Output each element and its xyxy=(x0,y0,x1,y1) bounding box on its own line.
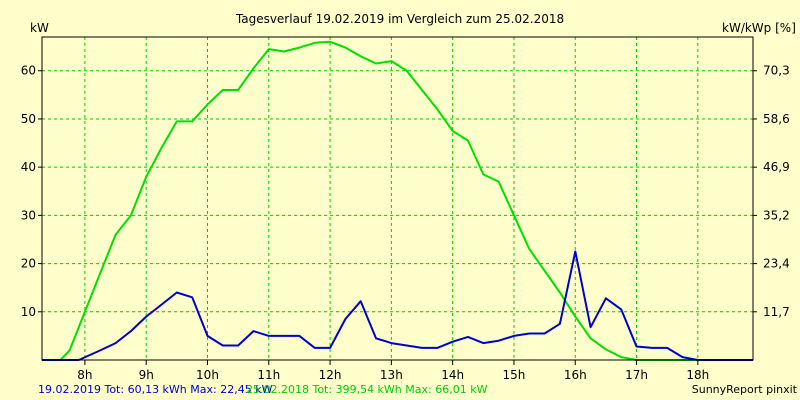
y-tick-label-left: 50 xyxy=(21,112,36,126)
x-tick-label: 14h xyxy=(441,368,464,382)
y-tick-label-right: 58,6 xyxy=(763,112,790,126)
footer-series-2018: 25.02.2018 Tot: 399,54 kWh Max: 66,01 kW xyxy=(246,383,488,396)
y-tick-label-left: 10 xyxy=(21,305,36,319)
footer-credit: SunnyReport pinxit xyxy=(692,383,798,396)
y-tick-label-right: 46,9 xyxy=(763,160,790,174)
y-axis-label-left: kW xyxy=(30,21,49,35)
y-tick-label-right: 11,7 xyxy=(763,305,790,319)
series-line-25-02-2018 xyxy=(42,40,753,361)
footer-series-2019: 19.02.2019 Tot: 60,13 kWh Max: 22,45 kW xyxy=(38,383,273,396)
y-axis-label-right: kW/kWp [%] xyxy=(722,21,796,35)
series-line-19-02-2019 xyxy=(42,250,753,361)
x-tick-label: 13h xyxy=(380,368,403,382)
y-tick-label-right: 23,4 xyxy=(763,257,790,271)
plot-frame xyxy=(41,36,754,361)
axis-ticks: 8h 9h 10h 11h 12h 13h 14h 15h 16h 17h 18h 10 11,7 20 2… xyxy=(21,64,790,382)
y-tick-label-right: 35,2 xyxy=(763,208,790,222)
y-tick-label-left: 30 xyxy=(21,208,36,222)
chart-title: Tagesverlauf 19.02.2019 im Vergleich zum… xyxy=(235,12,564,26)
x-tick-label: 15h xyxy=(503,368,526,382)
x-tick-label: 10h xyxy=(196,368,219,382)
x-tick-label: 17h xyxy=(625,368,648,382)
y-tick-label-left: 60 xyxy=(21,64,36,78)
y-tick-label-left: 40 xyxy=(21,160,36,174)
x-tick-label: 11h xyxy=(257,368,280,382)
series-lines xyxy=(42,40,753,361)
x-tick-label: 12h xyxy=(319,368,342,382)
x-tick-label: 8h xyxy=(77,368,92,382)
y-tick-label-left: 20 xyxy=(21,257,36,271)
x-tick-label: 18h xyxy=(686,368,709,382)
y-tick-label-right: 70,3 xyxy=(763,64,790,78)
grid-lines xyxy=(42,37,753,360)
x-tick-label: 9h xyxy=(139,368,154,382)
x-tick-label: 16h xyxy=(564,368,587,382)
